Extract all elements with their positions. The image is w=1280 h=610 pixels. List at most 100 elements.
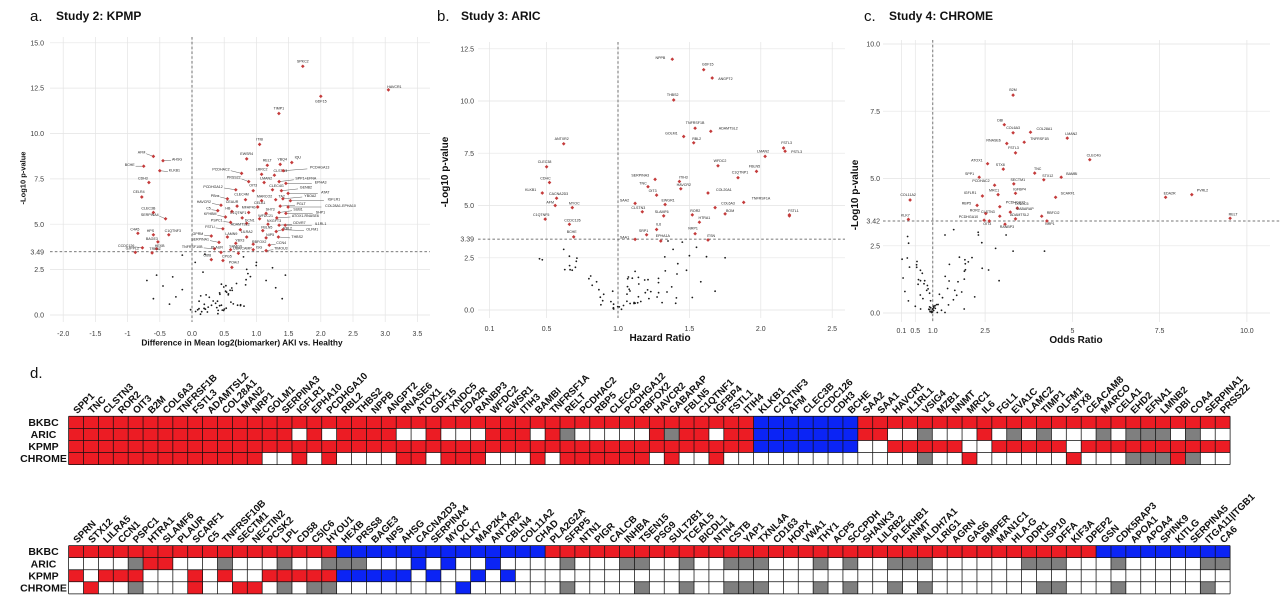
svg-text:CHROME: CHROME bbox=[20, 582, 67, 594]
svg-text:SH73: SH73 bbox=[266, 207, 275, 211]
svg-text:7.5: 7.5 bbox=[1155, 328, 1165, 335]
svg-text:2.5: 2.5 bbox=[464, 255, 474, 262]
svg-text:HEXB: HEXB bbox=[155, 244, 165, 248]
svg-text:NRP1: NRP1 bbox=[688, 227, 698, 231]
svg-text:CLEC4G: CLEC4G bbox=[1087, 154, 1102, 158]
svg-text:LAMN9: LAMN9 bbox=[225, 232, 237, 236]
svg-text:FBLN5: FBLN5 bbox=[749, 164, 760, 168]
svg-text:0.1: 0.1 bbox=[897, 328, 907, 335]
svg-text:POA/J: POA/J bbox=[229, 260, 240, 264]
svg-text:GOLM1: GOLM1 bbox=[665, 132, 678, 136]
svg-text:SECTM1: SECTM1 bbox=[1011, 178, 1026, 182]
svg-text:NIP5: NIP5 bbox=[266, 233, 274, 237]
svg-text:CLSTN3: CLSTN3 bbox=[274, 169, 288, 173]
svg-text:CPG5: CPG5 bbox=[222, 255, 232, 259]
svg-text:PGLT: PGLT bbox=[297, 202, 307, 206]
svg-text:THBS2: THBS2 bbox=[667, 93, 679, 97]
svg-text:RBL2: RBL2 bbox=[283, 227, 292, 231]
svg-text:SAA1: SAA1 bbox=[620, 235, 629, 239]
svg-text:PCDHGA10: PCDHGA10 bbox=[959, 215, 978, 219]
svg-text:COL6A3: COL6A3 bbox=[1006, 126, 1020, 130]
svg-text:CCN4: CCN4 bbox=[276, 241, 286, 245]
svg-text:ITIH3: ITIH3 bbox=[679, 176, 688, 180]
svg-text:DBI: DBI bbox=[997, 119, 1003, 123]
svg-text:ITIB: ITIB bbox=[256, 137, 263, 141]
svg-text:0.5: 0.5 bbox=[542, 326, 552, 333]
svg-text:0.5: 0.5 bbox=[910, 328, 920, 335]
svg-text:MFAP4b: MFAP4b bbox=[242, 206, 256, 210]
svg-text:COL11A2: COL11A2 bbox=[900, 193, 916, 197]
svg-text:LMAN2: LMAN2 bbox=[757, 149, 769, 153]
svg-text:EWGR1: EWGR1 bbox=[662, 199, 675, 203]
svg-text:SERPINA1: SERPINA1 bbox=[191, 237, 209, 241]
svg-text:CLEC3B: CLEC3B bbox=[141, 207, 156, 211]
svg-text:UBA/CAMP: UBA/CAMP bbox=[233, 246, 252, 250]
svg-text:CELR4: CELR4 bbox=[133, 190, 145, 194]
svg-text:IQU: IQU bbox=[295, 156, 302, 160]
svg-text:EPHA3: EPHA3 bbox=[315, 180, 327, 184]
svg-text:CCDC126: CCDC126 bbox=[564, 218, 580, 222]
svg-text:HAVCR2: HAVCR2 bbox=[197, 200, 211, 204]
svg-text:1.0: 1.0 bbox=[613, 326, 623, 333]
svg-text:CLSTN3: CLSTN3 bbox=[981, 210, 995, 214]
svg-text:3.5: 3.5 bbox=[413, 331, 423, 338]
svg-text:THBS2: THBS2 bbox=[291, 235, 303, 239]
svg-text:1.0: 1.0 bbox=[928, 328, 938, 335]
svg-text:7.5: 7.5 bbox=[464, 151, 474, 158]
svg-text:10.0: 10.0 bbox=[866, 42, 880, 49]
svg-text:ADAMTSL2: ADAMTSL2 bbox=[1010, 213, 1029, 217]
svg-text:d.: d. bbox=[30, 365, 43, 382]
svg-text:IGFBP4: IGFBP4 bbox=[1013, 187, 1026, 191]
svg-text:TNFRSF1A: TNFRSF1A bbox=[752, 196, 771, 200]
svg-text:OIT3: OIT3 bbox=[983, 222, 991, 226]
svg-text:GDF15: GDF15 bbox=[315, 99, 327, 103]
svg-text:CLEC4M: CLEC4M bbox=[234, 193, 249, 197]
svg-text:TIMP1: TIMP1 bbox=[274, 107, 285, 111]
svg-text:BKBC: BKBC bbox=[28, 546, 59, 558]
svg-text:TNFRSF10B: TNFRSF10B bbox=[182, 245, 203, 249]
svg-text:C1QTNF1: C1QTNF1 bbox=[230, 211, 246, 215]
svg-text:ADAMTSL2: ADAMTSL2 bbox=[231, 223, 250, 227]
svg-text:HB: HB bbox=[225, 207, 231, 211]
svg-text:SAMG9: SAMG9 bbox=[229, 245, 242, 249]
svg-text:5.0: 5.0 bbox=[870, 176, 880, 183]
svg-text:0.0: 0.0 bbox=[464, 308, 474, 315]
svg-text:ITSN: ITSN bbox=[707, 234, 716, 238]
svg-text:STX12: STX12 bbox=[1042, 174, 1053, 178]
svg-text:KPMP: KPMP bbox=[28, 441, 58, 453]
svg-text:GENB2: GENB2 bbox=[300, 186, 312, 190]
svg-text:PSTL3: PSTL3 bbox=[791, 150, 802, 154]
svg-text:TNC: TNC bbox=[639, 182, 647, 186]
svg-text:COL28A1-EPHA10: COL28A1-EPHA10 bbox=[325, 204, 356, 208]
svg-text:SPP1: SPP1 bbox=[965, 172, 974, 176]
svg-text:ROR2: ROR2 bbox=[690, 209, 700, 213]
svg-text:RELT: RELT bbox=[1229, 212, 1239, 216]
svg-text:YBQ4: YBQ4 bbox=[277, 157, 287, 161]
svg-text:PSPC1: PSPC1 bbox=[211, 218, 223, 222]
svg-text:12.5: 12.5 bbox=[30, 86, 44, 93]
svg-text:ADAMTSL2: ADAMTSL2 bbox=[719, 126, 738, 130]
svg-text:PLAUR: PLAUR bbox=[211, 245, 223, 249]
svg-text:PCDHGA12: PCDHGA12 bbox=[1006, 201, 1025, 205]
svg-text:SLAMF6: SLAMF6 bbox=[655, 210, 669, 214]
svg-text:CLEC38: CLEC38 bbox=[538, 160, 552, 164]
svg-text:ISG: ISG bbox=[256, 246, 262, 250]
svg-text:-Log10 p-value: -Log10 p-value bbox=[19, 152, 28, 205]
svg-text:10.0: 10.0 bbox=[1240, 328, 1254, 335]
svg-text:ATOX1: ATOX1 bbox=[971, 159, 982, 163]
svg-text:PCDHGA13: PCDHGA13 bbox=[310, 166, 329, 170]
svg-text:COL28A1: COL28A1 bbox=[1037, 127, 1053, 131]
svg-text:0.0: 0.0 bbox=[187, 331, 197, 338]
svg-text:2.5: 2.5 bbox=[34, 267, 44, 274]
svg-text:3.49: 3.49 bbox=[30, 249, 44, 256]
svg-text:KLK7: KLK7 bbox=[901, 213, 910, 217]
svg-text:ATOX1-RNASE6: ATOX1-RNASE6 bbox=[292, 214, 319, 218]
svg-text:3.42: 3.42 bbox=[866, 219, 880, 226]
svg-text:OIT3: OIT3 bbox=[649, 189, 657, 193]
svg-text:a.: a. bbox=[30, 8, 43, 25]
svg-text:BCHE: BCHE bbox=[567, 230, 578, 234]
svg-text:YBOA2: YBOA2 bbox=[304, 194, 316, 198]
svg-text:FSTL1: FSTL1 bbox=[788, 209, 799, 213]
svg-text:YBX3: YBX3 bbox=[235, 238, 244, 242]
svg-text:C4A5: C4A5 bbox=[130, 227, 139, 231]
